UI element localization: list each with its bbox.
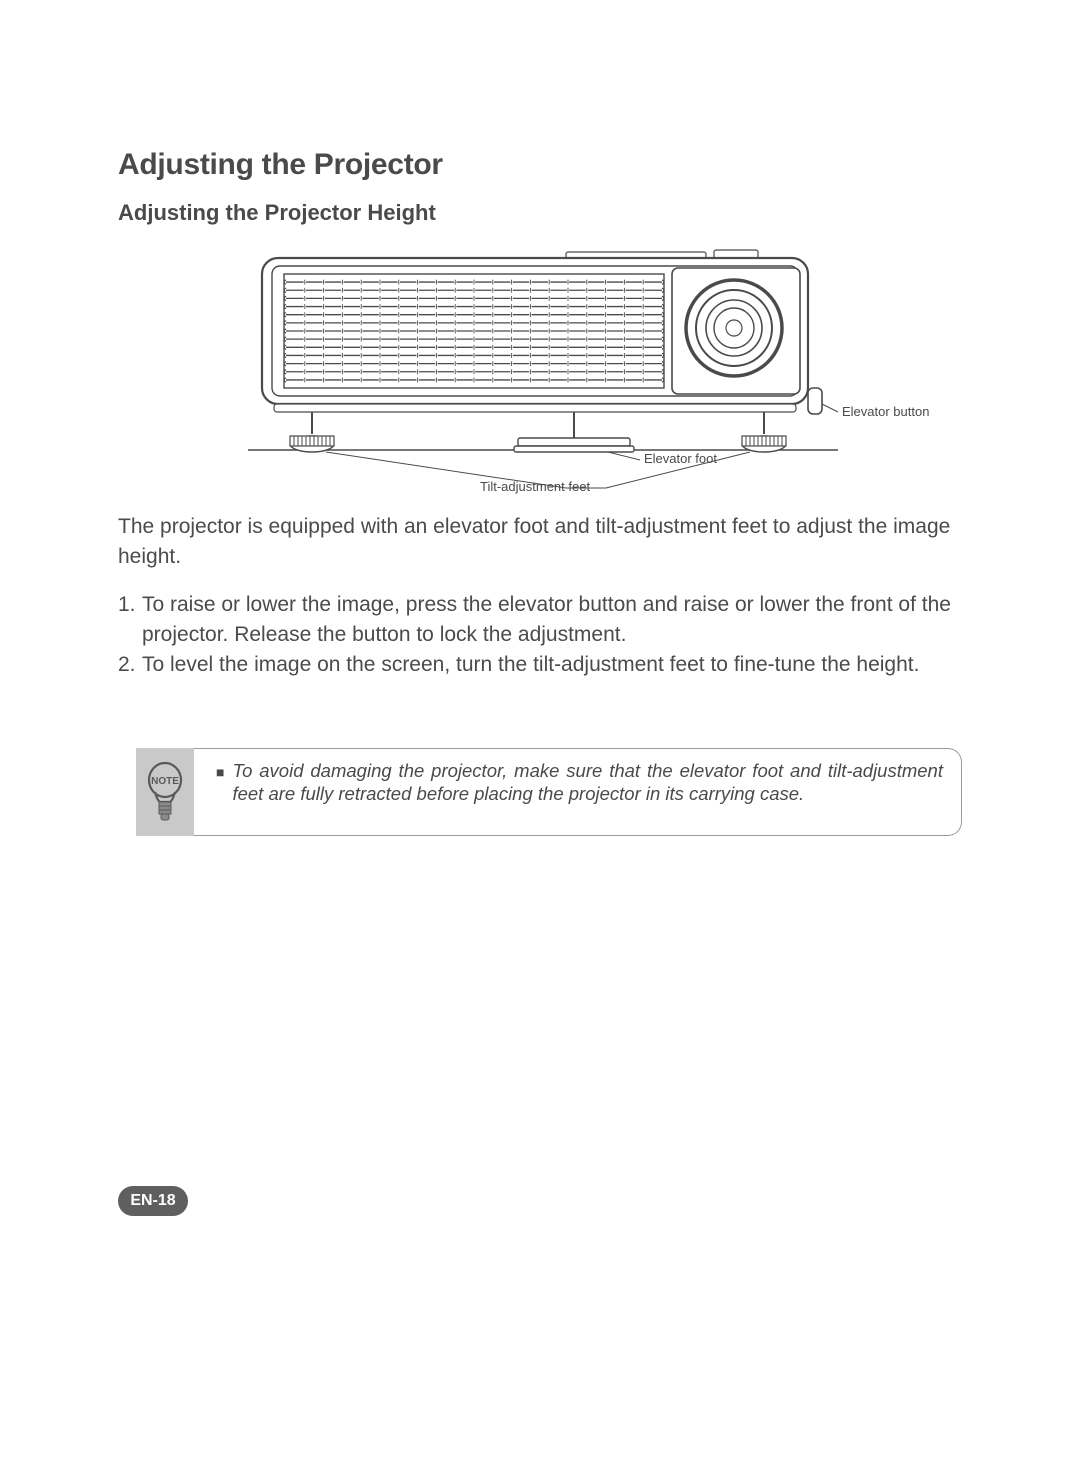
- page-number: EN-18: [118, 1186, 188, 1216]
- list-number: 2.: [118, 650, 142, 680]
- steps-list: 1. To raise or lower the image, press th…: [118, 590, 962, 680]
- intro-paragraph: The projector is equipped with an elevat…: [118, 512, 962, 572]
- svg-text:NOTE: NOTE: [151, 776, 179, 787]
- list-text: To level the image on the screen, turn t…: [142, 650, 962, 680]
- diagram-label-tilt-feet: Tilt-adjustment feet: [480, 479, 590, 494]
- note-box: NOTE ■ To avoid damaging the projector, …: [136, 748, 962, 840]
- list-text: To raise or lower the image, press the e…: [142, 590, 962, 650]
- list-item: 1. To raise or lower the image, press th…: [118, 590, 962, 650]
- diagram-label-elevator-button: Elevator button: [842, 404, 929, 419]
- note-icon: NOTE: [136, 748, 194, 836]
- section-title: Adjusting the Projector Height: [118, 200, 436, 226]
- note-bullet-icon: ■: [216, 761, 224, 783]
- list-number: 1.: [118, 590, 142, 650]
- list-item: 2. To level the image on the screen, tur…: [118, 650, 962, 680]
- projector-diagram: Elevator button Elevator foot Tilt-adjus…: [248, 238, 948, 500]
- note-text: To avoid damaging the projector, make su…: [232, 759, 943, 805]
- diagram-label-elevator-foot: Elevator foot: [644, 451, 717, 466]
- page-title: Adjusting the Projector: [118, 148, 443, 182]
